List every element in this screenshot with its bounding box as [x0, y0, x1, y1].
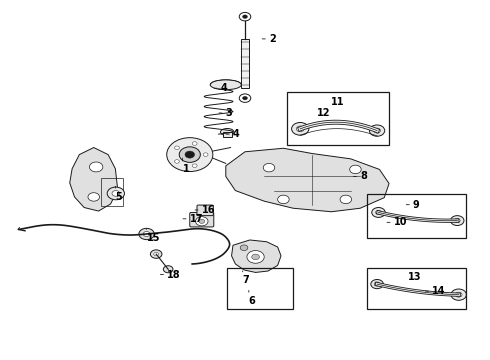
Circle shape: [240, 245, 248, 251]
Circle shape: [150, 250, 162, 258]
Ellipse shape: [210, 80, 242, 90]
Circle shape: [88, 193, 99, 201]
Bar: [241, 39, 249, 88]
Circle shape: [372, 207, 385, 217]
Circle shape: [139, 228, 154, 240]
Circle shape: [203, 153, 208, 156]
Circle shape: [350, 165, 361, 174]
Bar: [227, 268, 293, 309]
Circle shape: [278, 195, 289, 204]
Circle shape: [196, 217, 208, 226]
FancyBboxPatch shape: [197, 205, 213, 216]
Circle shape: [192, 164, 197, 167]
Text: 12: 12: [317, 108, 331, 118]
Circle shape: [243, 15, 247, 18]
Circle shape: [451, 289, 466, 300]
Bar: [368, 194, 466, 238]
Circle shape: [167, 138, 213, 171]
Text: 15: 15: [147, 233, 160, 243]
Text: 1: 1: [183, 165, 189, 175]
Text: 4: 4: [221, 83, 227, 93]
Text: 9: 9: [413, 200, 419, 210]
Text: 18: 18: [167, 270, 181, 280]
Circle shape: [185, 151, 195, 158]
Bar: [223, 132, 232, 137]
Circle shape: [174, 146, 179, 149]
Circle shape: [340, 195, 352, 204]
Text: 4: 4: [233, 129, 240, 139]
Polygon shape: [70, 148, 118, 211]
Bar: [101, 177, 122, 206]
Circle shape: [292, 122, 309, 135]
Circle shape: [89, 162, 103, 172]
Bar: [368, 268, 466, 309]
Circle shape: [174, 160, 179, 163]
Circle shape: [455, 292, 462, 297]
Text: 6: 6: [249, 296, 256, 306]
Circle shape: [374, 128, 380, 133]
Text: 7: 7: [243, 275, 249, 285]
Polygon shape: [226, 148, 389, 212]
Text: 2: 2: [269, 34, 275, 44]
Circle shape: [143, 231, 150, 237]
Text: 11: 11: [331, 98, 345, 107]
Polygon shape: [232, 240, 281, 273]
Circle shape: [454, 219, 460, 223]
Circle shape: [376, 210, 381, 215]
Text: 10: 10: [393, 217, 407, 227]
Text: 17: 17: [190, 214, 203, 224]
Circle shape: [199, 219, 205, 224]
FancyBboxPatch shape: [190, 212, 214, 227]
Circle shape: [252, 254, 259, 260]
Circle shape: [371, 279, 383, 289]
Text: 5: 5: [115, 192, 122, 202]
Text: 13: 13: [408, 272, 422, 282]
Circle shape: [243, 96, 247, 100]
Circle shape: [192, 142, 197, 145]
Circle shape: [296, 126, 304, 132]
Text: 16: 16: [201, 205, 215, 215]
Circle shape: [179, 147, 200, 162]
Circle shape: [247, 251, 264, 263]
Circle shape: [107, 187, 124, 200]
Ellipse shape: [220, 129, 234, 136]
Circle shape: [154, 252, 159, 256]
Text: 8: 8: [360, 171, 367, 181]
Text: 3: 3: [225, 108, 232, 118]
Circle shape: [112, 190, 120, 196]
Circle shape: [369, 125, 385, 136]
Text: 14: 14: [432, 286, 445, 296]
Circle shape: [263, 163, 275, 172]
Circle shape: [374, 282, 380, 286]
Circle shape: [450, 216, 464, 225]
Circle shape: [163, 266, 173, 273]
Bar: [287, 92, 389, 145]
